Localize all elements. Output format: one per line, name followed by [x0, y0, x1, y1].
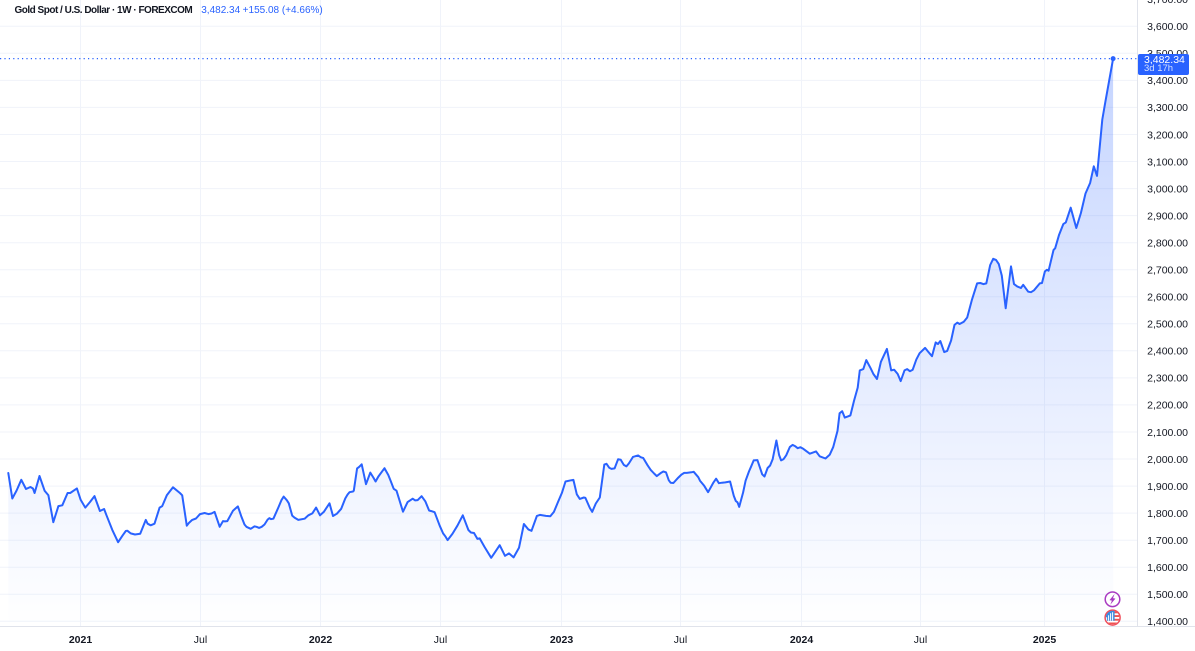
svg-text:Jul: Jul: [194, 634, 207, 646]
svg-text:1,600.00: 1,600.00: [1147, 562, 1188, 574]
svg-text:2,300.00: 2,300.00: [1147, 373, 1188, 385]
svg-text:2,500.00: 2,500.00: [1147, 319, 1188, 331]
svg-text:3,300.00: 3,300.00: [1147, 102, 1188, 114]
svg-text:2,400.00: 2,400.00: [1147, 346, 1188, 358]
svg-text:3,600.00: 3,600.00: [1147, 21, 1188, 33]
svg-text:2,900.00: 2,900.00: [1147, 210, 1188, 222]
svg-text:Jul: Jul: [914, 634, 927, 646]
svg-text:3,200.00: 3,200.00: [1147, 129, 1188, 141]
svg-text:1,500.00: 1,500.00: [1147, 589, 1188, 601]
svg-text:1,400.00: 1,400.00: [1147, 616, 1188, 628]
svg-text:2,700.00: 2,700.00: [1147, 265, 1188, 277]
svg-text:2,600.00: 2,600.00: [1147, 292, 1188, 304]
svg-text:2021: 2021: [69, 634, 93, 646]
svg-text:3d 17h: 3d 17h: [1144, 63, 1173, 74]
svg-text:2024: 2024: [790, 634, 814, 646]
svg-text:3,700.00: 3,700.00: [1147, 0, 1188, 6]
svg-text:2022: 2022: [309, 634, 333, 646]
svg-text:2,100.00: 2,100.00: [1147, 427, 1188, 439]
svg-text:2,200.00: 2,200.00: [1147, 400, 1188, 412]
svg-text:1,900.00: 1,900.00: [1147, 481, 1188, 493]
svg-text:2,000.00: 2,000.00: [1147, 454, 1188, 466]
svg-text:2,800.00: 2,800.00: [1147, 238, 1188, 250]
svg-text:1,700.00: 1,700.00: [1147, 535, 1188, 547]
svg-text:3,482.34: 3,482.34: [1144, 54, 1185, 66]
svg-text:2025: 2025: [1033, 634, 1057, 646]
svg-text:3,400.00: 3,400.00: [1147, 75, 1188, 87]
svg-text:Jul: Jul: [674, 634, 687, 646]
svg-text:Jul: Jul: [434, 634, 447, 646]
svg-text:3,000.00: 3,000.00: [1147, 183, 1188, 195]
svg-text:1,800.00: 1,800.00: [1147, 508, 1188, 520]
svg-text:2023: 2023: [550, 634, 574, 646]
svg-text:3,100.00: 3,100.00: [1147, 156, 1188, 168]
